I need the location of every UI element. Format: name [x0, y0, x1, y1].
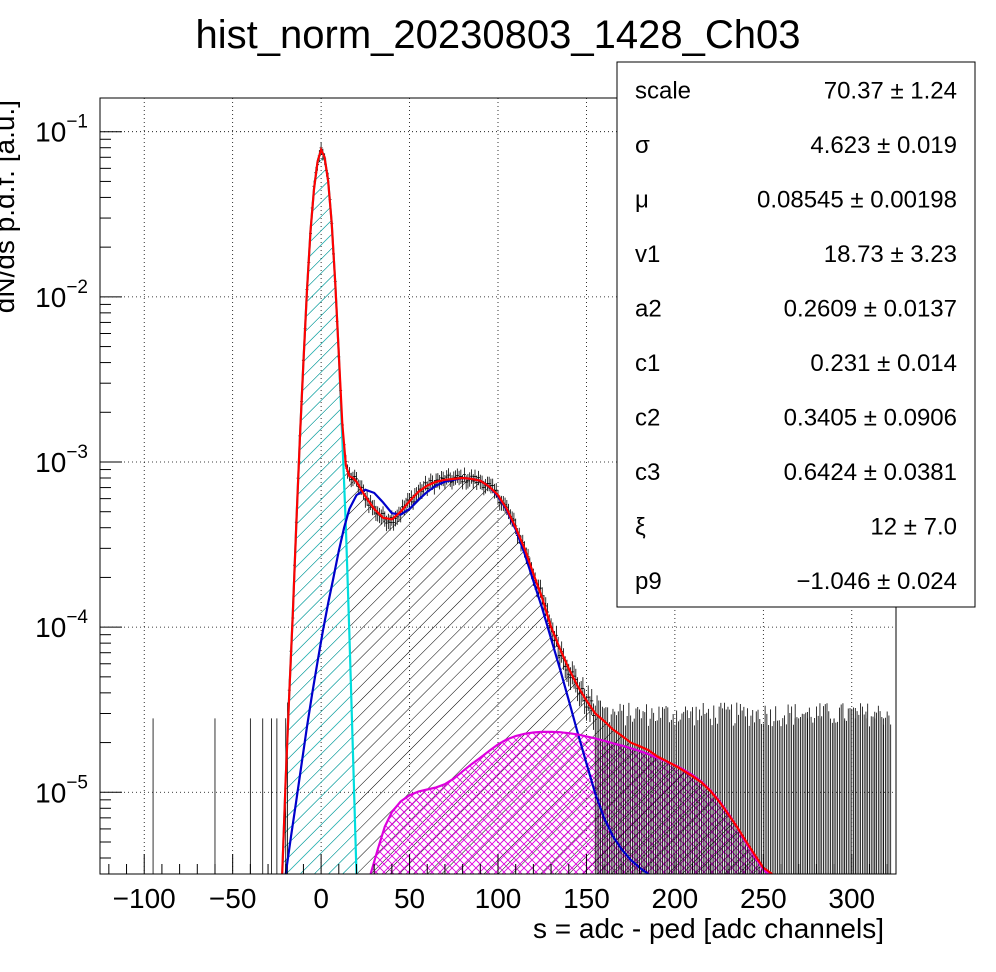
- y-tick-label: 10−4: [35, 607, 88, 643]
- y-tick-label: 10−1: [35, 112, 88, 148]
- stat-param-name: μ: [635, 186, 649, 213]
- data-points: [152, 142, 892, 874]
- x-tick-label: 200: [652, 883, 699, 914]
- pedestal-hatched-area: [282, 149, 357, 874]
- total-fit-curve: [281, 146, 773, 874]
- x-tick-label: −100: [113, 883, 176, 914]
- y-tick-label: 10−5: [35, 772, 88, 808]
- stat-param-value: 0.2609 ± 0.0137: [784, 295, 957, 322]
- stat-param-name: ξ: [635, 513, 646, 540]
- x-tick-label: 50: [394, 883, 425, 914]
- x-tick-label: 150: [563, 883, 610, 914]
- stat-param-value: −1.046 ± 0.024: [796, 568, 957, 595]
- stat-param-name: p9: [635, 568, 662, 595]
- stat-param-value: 0.6424 ± 0.0381: [784, 459, 957, 486]
- total-hatched-area: [282, 149, 773, 874]
- single-pe-fit-curve: [284, 476, 650, 874]
- y-axis-title: dN/ds p.d.f. [a.u.]: [0, 100, 20, 313]
- stat-param-value: 0.231 ± 0.014: [810, 350, 957, 377]
- stat-param-name: c3: [635, 459, 660, 486]
- plot-area: [152, 142, 892, 874]
- x-tick-label: 250: [740, 883, 787, 914]
- stat-param-value: 12 ± 7.0: [870, 513, 957, 540]
- stat-param-name: v1: [635, 241, 660, 268]
- stat-param-name: scale: [635, 77, 691, 104]
- y-tick-label: 10−3: [35, 442, 88, 478]
- y-tick-label: 10−2: [35, 277, 88, 313]
- x-tick-label: −50: [209, 883, 257, 914]
- stat-param-value: 0.08545 ± 0.00198: [757, 186, 957, 213]
- y-axis: 10−1 10−2 10−3 10−4 10−5: [35, 112, 122, 859]
- stat-param-name: c2: [635, 404, 660, 431]
- multi-pe-hatched-area: [370, 731, 769, 874]
- x-axis: −100 −50 0 50 100 150 200 250 300: [108, 854, 888, 914]
- x-axis-title: s = adc - ped [adc channels]: [533, 913, 884, 944]
- x-tick-label: 0: [313, 883, 329, 914]
- stat-param-name: σ: [635, 132, 650, 159]
- fit-stats-box: scale 70.37 ± 1.24 σ 4.623 ± 0.019 μ 0.08545 …: [616, 61, 976, 608]
- x-tick-label: 300: [828, 883, 875, 914]
- stat-param-name: c1: [635, 350, 660, 377]
- chart-title: hist_norm_20230803_1428_Ch03: [196, 13, 801, 57]
- stat-param-value: 70.37 ± 1.24: [824, 77, 957, 104]
- stat-param-name: a2: [635, 295, 662, 322]
- fit-fills: [282, 149, 773, 874]
- stat-param-value: 4.623 ± 0.019: [810, 132, 957, 159]
- stat-param-value: 0.3405 ± 0.0906: [784, 404, 957, 431]
- stats-box-frame: [616, 61, 976, 608]
- x-tick-label: 100: [475, 883, 522, 914]
- stat-param-value: 18.73 ± 3.23: [824, 241, 957, 268]
- fit-curves: [281, 146, 773, 874]
